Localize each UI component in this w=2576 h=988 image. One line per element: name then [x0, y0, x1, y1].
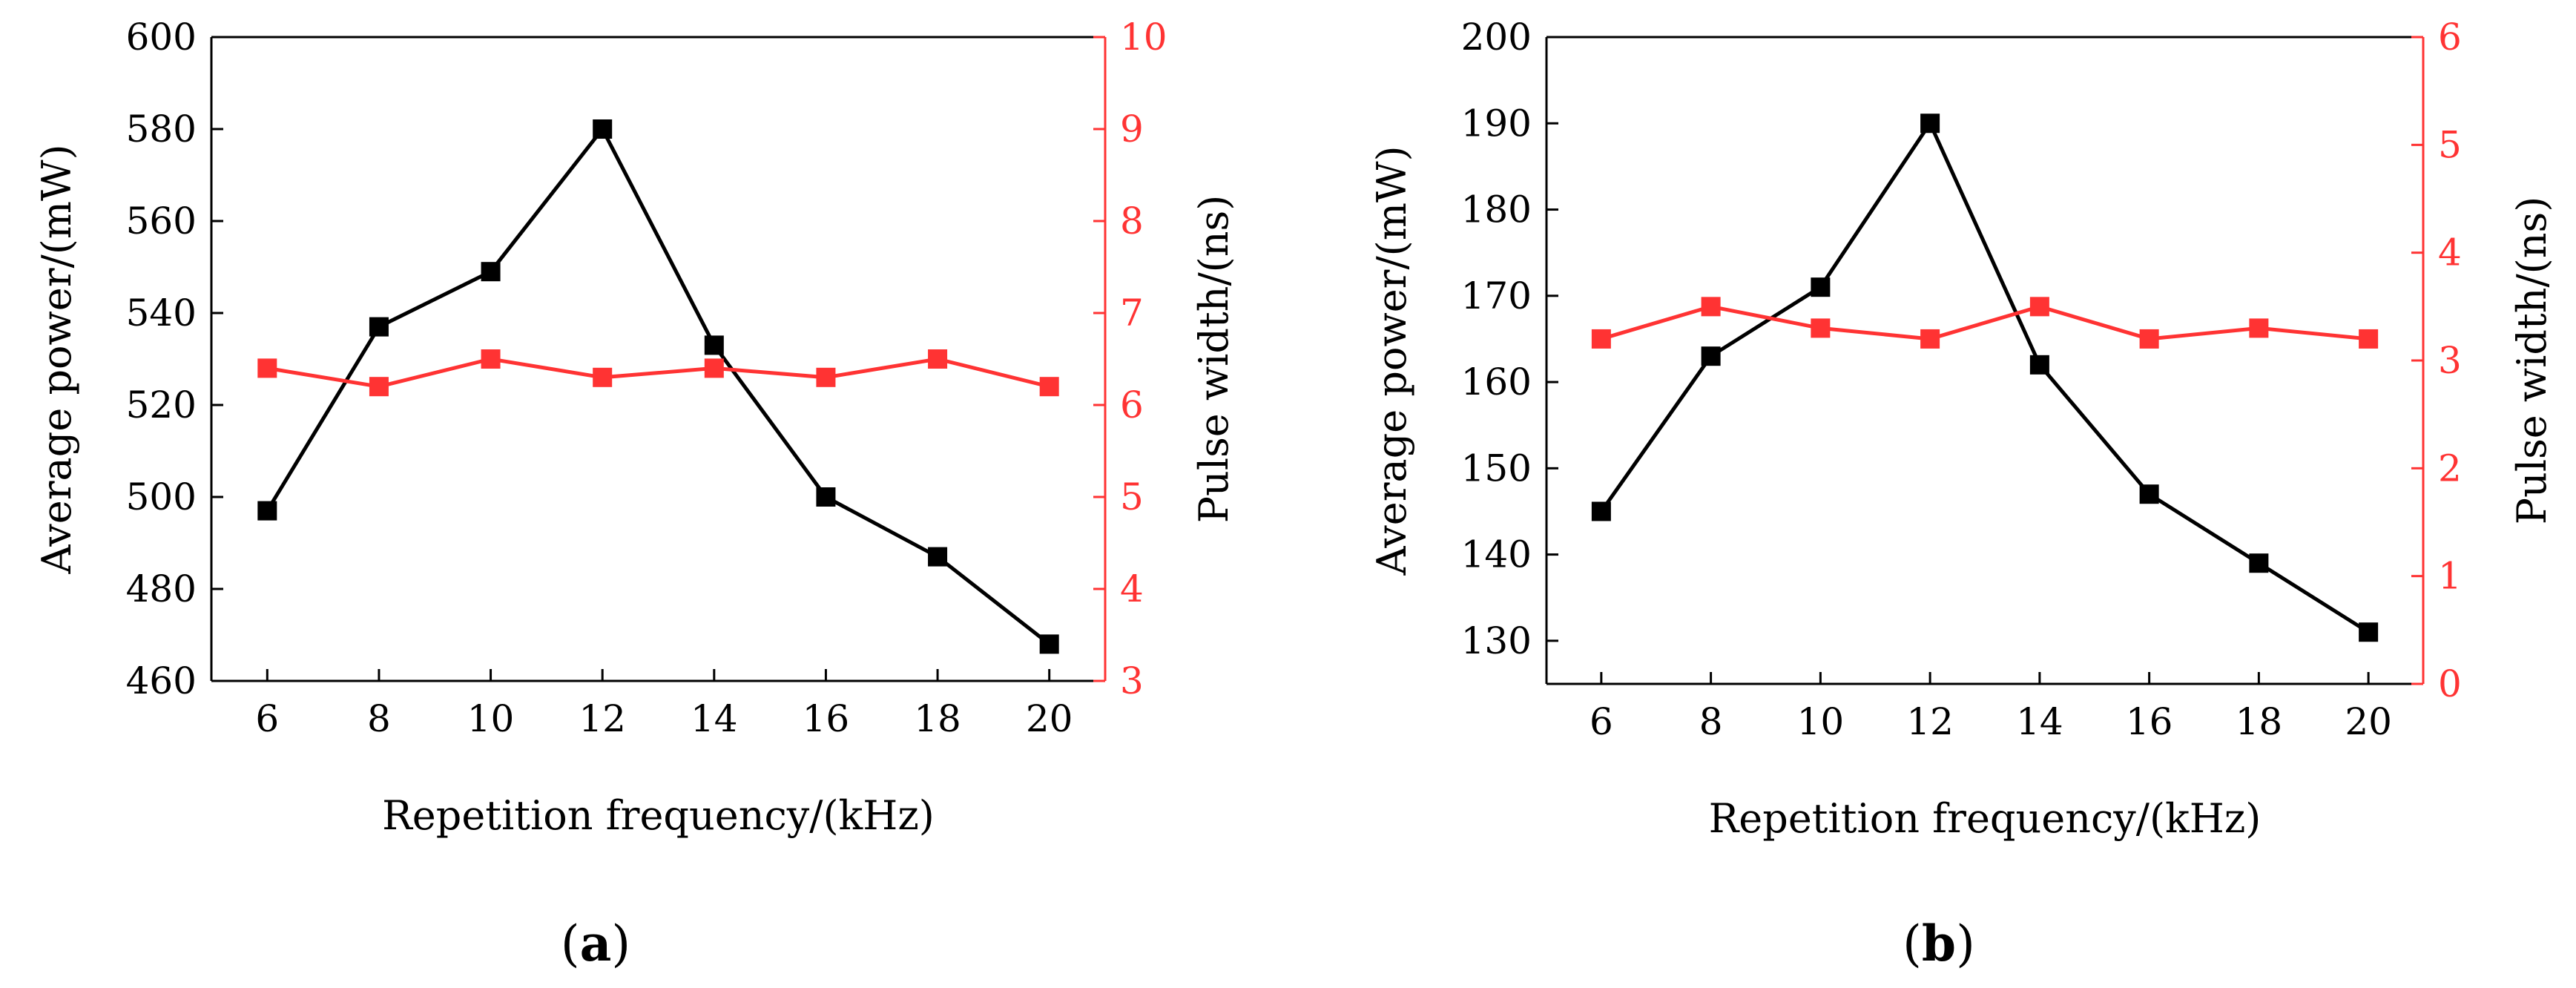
data-point-average-power [2359, 622, 2379, 642]
x-tick-label: 10 [1797, 700, 1845, 743]
x-tick-label: 14 [691, 697, 738, 740]
right-tick-label: 9 [1120, 108, 1144, 151]
data-point-average-power [2249, 553, 2269, 573]
x-tick-label: 20 [2345, 700, 2392, 743]
data-point-pulse-width [369, 377, 389, 397]
x-tick-label: 8 [1699, 700, 1723, 743]
x-axis-title: Repetition frequency/(kHz) [1709, 795, 2262, 842]
left-tick-label: 150 [1461, 447, 1532, 490]
series-line-average-power [266, 125, 1051, 646]
series-line-pulse-width [1601, 304, 2369, 341]
x-tick-label: 12 [579, 697, 626, 740]
right-tick-label: 10 [1120, 16, 1167, 59]
data-point-pulse-width [2249, 318, 2269, 338]
right-tick-label: 4 [1120, 567, 1144, 610]
data-point-pulse-width [928, 349, 948, 369]
right-tick-label: 3 [2438, 339, 2462, 382]
left-tick-label: 520 [126, 383, 197, 427]
right-tick-label: 3 [1120, 659, 1144, 702]
data-point-average-power [2139, 484, 2159, 504]
data-point-pulse-width [481, 349, 501, 369]
data-point-average-power [369, 317, 389, 337]
right-tick-label: 4 [2438, 231, 2462, 274]
data-point-average-power [593, 119, 613, 139]
right-tick-label: 1 [2438, 555, 2462, 598]
x-axis-title: Repetition frequency/(kHz) [382, 792, 935, 839]
right-axis-title: Pulse width/(ns) [2509, 197, 2555, 525]
data-point-average-power [816, 487, 836, 507]
data-point-pulse-width [816, 367, 836, 387]
left-tick-label: 200 [1461, 16, 1532, 59]
x-tick-label: 16 [803, 697, 850, 740]
data-point-average-power [481, 262, 501, 282]
left-tick-label: 580 [126, 108, 197, 151]
left-tick-label: 500 [126, 475, 197, 518]
right-tick-label: 0 [2438, 662, 2462, 705]
left-tick-label: 540 [126, 292, 197, 335]
x-tick-label: 18 [914, 697, 961, 740]
data-point-pulse-width [1920, 329, 1940, 349]
right-tick-label: 2 [2438, 447, 2462, 490]
x-tick-label: 10 [467, 697, 515, 740]
data-point-average-power [704, 335, 724, 355]
data-point-average-power [1039, 634, 1059, 654]
data-point-average-power [1701, 346, 1721, 366]
data-point-average-power [1920, 113, 1940, 134]
series-line-average-power [1599, 119, 2370, 634]
data-point-average-power [257, 501, 277, 521]
data-point-pulse-width [257, 358, 277, 378]
x-tick-label: 6 [255, 697, 279, 740]
left-tick-label: 460 [126, 659, 197, 702]
right-tick-label: 5 [2438, 123, 2462, 166]
data-point-pulse-width [1811, 318, 1831, 338]
panel-label: (a) [561, 915, 630, 972]
chart-panel-a: 460 480 500 520 540 560 580 600 3 4 5 6 7 8 9 10 6 8 10 12 1… [33, 16, 1237, 972]
panel-label: (b) [1903, 915, 1975, 972]
series-line-pulse-width [266, 357, 1050, 389]
data-point-pulse-width [704, 358, 724, 378]
x-tick-label: 12 [1906, 700, 1954, 743]
left-tick-label: 560 [126, 200, 197, 243]
left-axis-title: Average power/(mW) [33, 144, 80, 574]
x-tick-label: 8 [367, 697, 391, 740]
left-tick-label: 180 [1461, 188, 1532, 231]
left-tick-label: 170 [1461, 274, 1532, 317]
right-axis-title: Pulse width/(ns) [1190, 195, 1237, 524]
left-tick-label: 600 [126, 16, 197, 59]
right-tick-label: 6 [1120, 383, 1144, 427]
left-tick-label: 160 [1461, 360, 1532, 404]
data-point-pulse-width [593, 367, 613, 387]
data-point-average-power [928, 547, 948, 567]
panel-label-letter: a [580, 915, 612, 972]
data-point-pulse-width [1039, 377, 1059, 397]
data-point-pulse-width [2029, 297, 2049, 317]
right-tick-label: 8 [1120, 200, 1144, 243]
x-tick-label: 6 [1590, 700, 1613, 743]
panel-label-letter: b [1922, 915, 1956, 972]
data-point-average-power [1811, 277, 1831, 297]
data-point-average-power [1591, 501, 1611, 521]
data-point-pulse-width [1591, 329, 1611, 349]
right-tick-label: 6 [2438, 16, 2462, 59]
data-point-pulse-width [2359, 329, 2379, 349]
left-axis-title: Average power/(mW) [1368, 145, 1415, 576]
x-tick-label: 20 [1026, 697, 1073, 740]
x-tick-label: 16 [2126, 700, 2173, 743]
x-tick-label: 18 [2236, 700, 2283, 743]
right-tick-label: 5 [1120, 475, 1144, 518]
data-point-average-power [2029, 355, 2049, 375]
left-tick-label: 140 [1461, 533, 1532, 576]
x-tick-label: 14 [2016, 700, 2063, 743]
left-tick-label: 480 [126, 567, 197, 610]
left-tick-label: 190 [1461, 102, 1532, 145]
left-tick-label: 130 [1461, 619, 1532, 662]
data-point-pulse-width [2139, 329, 2159, 349]
data-point-pulse-width [1701, 297, 1721, 317]
right-tick-label: 7 [1120, 292, 1144, 335]
